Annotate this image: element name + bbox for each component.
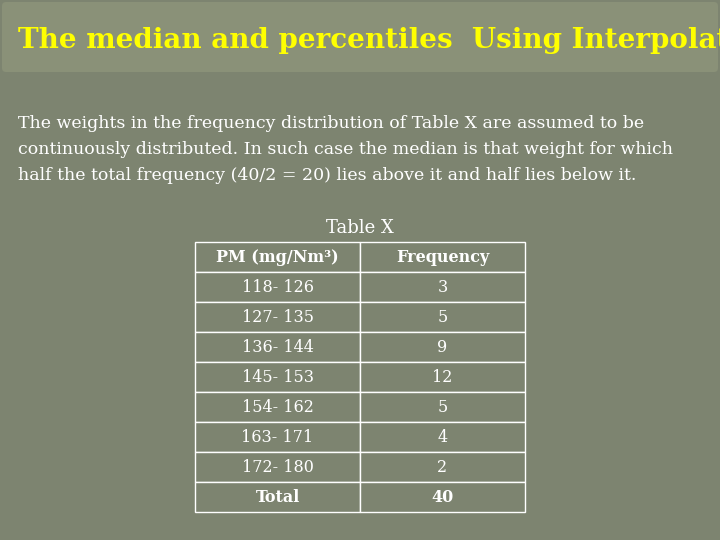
Text: 163- 171: 163- 171 — [241, 429, 314, 446]
Text: 118- 126: 118- 126 — [241, 279, 313, 295]
Bar — [195, 272, 360, 302]
Bar — [360, 272, 525, 302]
Text: The weights in the frequency distribution of Table X are assumed to be
continuou: The weights in the frequency distributio… — [18, 115, 673, 184]
Text: 5: 5 — [437, 308, 448, 326]
Bar — [195, 332, 360, 362]
Bar — [360, 362, 525, 392]
Text: 12: 12 — [432, 368, 453, 386]
Text: 40: 40 — [431, 489, 454, 505]
Text: 154- 162: 154- 162 — [242, 399, 313, 415]
Bar — [360, 302, 525, 332]
Bar — [360, 452, 525, 482]
Bar — [195, 392, 360, 422]
Bar — [360, 392, 525, 422]
Text: 3: 3 — [437, 279, 448, 295]
Text: The median and percentiles  Using Interpolation: The median and percentiles Using Interpo… — [18, 26, 720, 53]
Text: PM (mg/Nm³): PM (mg/Nm³) — [216, 248, 339, 266]
Text: 136- 144: 136- 144 — [242, 339, 313, 355]
Bar — [195, 452, 360, 482]
Text: 145- 153: 145- 153 — [241, 368, 313, 386]
Bar — [360, 332, 525, 362]
Text: 5: 5 — [437, 399, 448, 415]
Bar — [195, 362, 360, 392]
Bar — [195, 422, 360, 452]
Text: Frequency: Frequency — [396, 248, 489, 266]
Text: 4: 4 — [438, 429, 448, 446]
Text: Total: Total — [256, 489, 300, 505]
Text: Table X: Table X — [326, 219, 394, 237]
Bar — [195, 242, 360, 272]
Bar — [360, 242, 525, 272]
Bar — [360, 422, 525, 452]
Text: 9: 9 — [437, 339, 448, 355]
Text: 172- 180: 172- 180 — [242, 458, 313, 476]
Text: 2: 2 — [438, 458, 448, 476]
Bar — [360, 482, 525, 512]
FancyBboxPatch shape — [2, 2, 718, 72]
Text: 127- 135: 127- 135 — [241, 308, 313, 326]
Bar — [195, 302, 360, 332]
Bar — [195, 482, 360, 512]
